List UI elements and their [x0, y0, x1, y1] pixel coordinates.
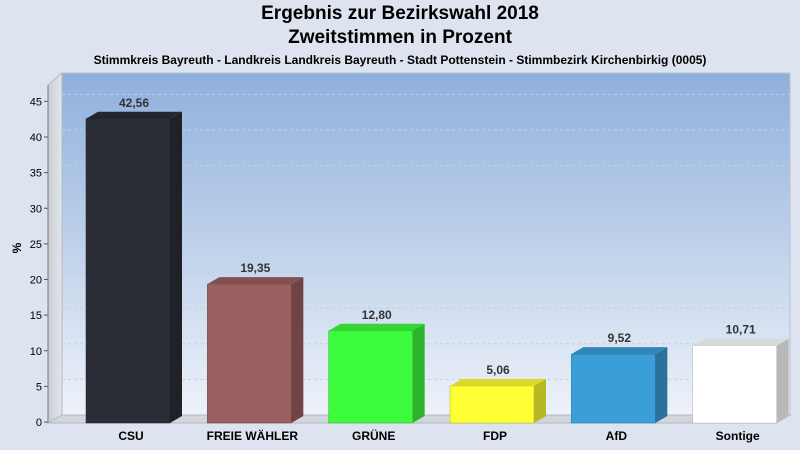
bar-top — [207, 277, 304, 285]
chart-header: Ergebnis zur Bezirkswahl 2018 Zweitstimm… — [0, 2, 800, 67]
bar-front — [328, 330, 413, 424]
bar-value-label: 12,80 — [362, 308, 392, 322]
bar — [692, 338, 789, 424]
bar-top — [86, 111, 182, 119]
chart-title-line-2: Zweitstimmen in Prozent — [288, 27, 512, 48]
bar — [207, 277, 304, 424]
bar — [85, 111, 182, 424]
bar — [571, 347, 668, 424]
bar-top — [450, 378, 546, 386]
x-tick-label: FREIE WÄHLER — [207, 428, 299, 443]
x-tick-label: AfD — [606, 429, 628, 443]
bar — [328, 323, 425, 424]
chart-title-line-1: Ergebnis zur Bezirkswahl 2018 — [261, 3, 539, 24]
chart-subtitle: Stimmkreis Bayreuth - Landkreis Landkrei… — [93, 53, 707, 67]
y-tick-label: 30 — [30, 203, 42, 215]
plot-left-wall — [47, 71, 63, 424]
bar-front — [449, 385, 535, 424]
labels: 42,56 CSU 19,35 FREIE WÄHLER 12,80 GRÜNE 5,06 F… — [118, 96, 760, 443]
y-tick-label: 25 — [30, 239, 42, 251]
bar-top — [692, 338, 789, 346]
y-tick-label: 40 — [30, 132, 42, 144]
bar-value-label: 19,35 — [240, 261, 270, 275]
x-tick-label: GRÜNE — [352, 428, 395, 443]
bar-top — [571, 347, 668, 355]
y-axis-label: % — [10, 242, 24, 253]
x-tick-label: FDP — [483, 429, 507, 443]
bar-side — [655, 347, 668, 423]
grid-lines — [62, 93, 790, 380]
y-tick-label: 10 — [30, 346, 42, 358]
y-tick-label: 35 — [30, 168, 42, 180]
bar-front — [207, 283, 292, 424]
bar-front — [571, 353, 656, 424]
bar-value-label: 10,71 — [726, 323, 756, 337]
y-tick-label: 20 — [30, 275, 42, 287]
y-tick-label: 0 — [36, 417, 42, 429]
bar-top — [328, 323, 425, 331]
x-tick-label: CSU — [118, 429, 143, 443]
bar-front — [85, 118, 171, 424]
y-axis: 0 5 10 15 20 25 30 35 40 45 — [30, 85, 49, 429]
bar — [449, 378, 546, 424]
y-tick-label: 15 — [30, 310, 42, 322]
bar-side — [291, 277, 304, 423]
x-tick-label: Sontige — [716, 429, 760, 443]
y-tick-label: 5 — [36, 381, 42, 393]
bar-value-label: 42,56 — [119, 96, 149, 110]
bar-value-label: 5,06 — [486, 363, 510, 377]
bar-value-label: 9,52 — [608, 331, 632, 345]
bar-side — [534, 378, 546, 423]
bar-side — [776, 338, 789, 423]
y-tick-label: 45 — [30, 96, 42, 108]
bar-side — [170, 111, 182, 423]
bars — [85, 111, 789, 424]
bar-front — [692, 345, 777, 424]
bar-side — [412, 323, 425, 423]
